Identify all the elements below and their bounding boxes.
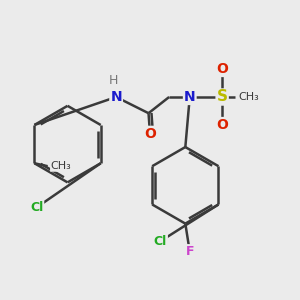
- Text: Cl: Cl: [154, 235, 167, 248]
- Text: F: F: [185, 245, 194, 258]
- Text: O: O: [144, 127, 156, 141]
- Text: O: O: [216, 118, 228, 132]
- Text: H: H: [109, 74, 118, 87]
- Text: N: N: [184, 90, 196, 104]
- Text: N: N: [110, 90, 122, 104]
- Text: S: S: [217, 89, 228, 104]
- Text: O: O: [216, 62, 228, 76]
- Text: CH₃: CH₃: [51, 161, 71, 171]
- Text: Cl: Cl: [30, 201, 43, 214]
- Text: CH₃: CH₃: [238, 92, 259, 102]
